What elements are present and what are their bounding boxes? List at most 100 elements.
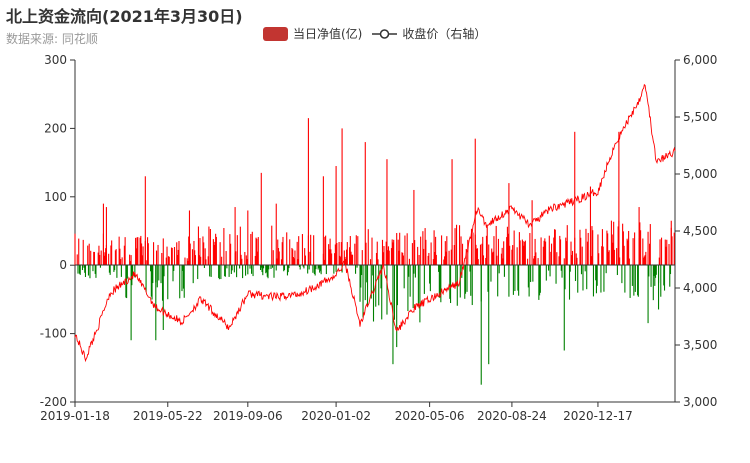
flow-bar <box>317 265 319 270</box>
legend-item-net-flow[interactable]: 当日净值(亿) <box>263 25 362 42</box>
flow-bar <box>236 235 238 266</box>
flow-bar <box>595 265 597 294</box>
flow-bar <box>472 232 474 266</box>
flow-bar <box>301 234 303 266</box>
flow-bar <box>372 265 374 276</box>
flow-spike-bar <box>130 265 132 341</box>
flow-bar <box>544 238 546 266</box>
flow-bar <box>78 238 80 266</box>
flow-bar <box>360 265 362 288</box>
y-right-tick-label: 5,500 <box>683 110 717 124</box>
flow-bar <box>529 233 531 266</box>
flow-bar <box>422 231 424 266</box>
flow-bar <box>673 232 675 266</box>
flow-bar <box>471 265 473 306</box>
flow-bar <box>230 243 232 266</box>
flow-bar <box>542 246 544 266</box>
flow-bar <box>142 246 144 266</box>
flow-bar <box>411 243 413 266</box>
flow-bar <box>669 265 671 287</box>
flow-bar <box>182 265 184 271</box>
flow-bar <box>538 265 540 300</box>
flow-spike-bar <box>234 207 236 266</box>
flow-bar <box>649 243 651 266</box>
flow-bar <box>592 265 595 297</box>
flow-bar <box>252 265 254 277</box>
flow-bar <box>94 265 96 274</box>
flow-bar <box>254 255 256 266</box>
flow-bar <box>135 237 137 266</box>
flow-bar <box>470 228 473 266</box>
flow-bar <box>402 252 404 266</box>
flow-bar <box>307 265 309 274</box>
flow-bar <box>511 249 513 266</box>
flow-bar <box>357 236 359 266</box>
flow-bar <box>231 265 233 271</box>
flow-bar <box>540 237 542 266</box>
flow-spike-bar <box>531 200 533 266</box>
flow-bar <box>601 229 603 266</box>
flow-bar <box>548 235 550 266</box>
flow-bar <box>637 265 639 296</box>
flow-bar <box>533 255 535 266</box>
flow-bar <box>366 265 368 283</box>
flow-bar <box>240 254 242 266</box>
flow-bar <box>664 239 666 266</box>
flow-bar <box>545 265 547 281</box>
flow-bar <box>160 265 162 284</box>
flow-bar <box>193 240 195 266</box>
flow-bar <box>601 246 603 266</box>
flow-bar <box>124 237 126 266</box>
legend-item-close[interactable]: 收盘价（右轴） <box>372 25 486 42</box>
flow-bar <box>669 265 672 275</box>
flow-bar <box>469 265 471 272</box>
flow-spike-bar <box>508 183 510 266</box>
flow-spike-bar <box>480 265 482 385</box>
flow-bar <box>591 226 593 266</box>
flow-bar <box>288 265 290 269</box>
flow-bar <box>423 248 425 266</box>
flow-bar <box>545 241 547 266</box>
flow-bar <box>408 265 410 277</box>
flow-spike-bar <box>638 207 640 266</box>
flow-bar <box>598 253 600 266</box>
flow-bar <box>497 265 499 297</box>
flow-bar <box>506 237 508 266</box>
flow-spike-bar <box>451 159 453 266</box>
flow-bar <box>554 229 556 266</box>
flow-bar <box>221 256 223 266</box>
flow-spike-bar <box>563 265 565 351</box>
flow-bar <box>204 248 206 266</box>
flow-bar <box>408 258 410 266</box>
flow-bar <box>136 237 138 266</box>
flow-bar <box>631 265 633 286</box>
flow-spike-bar <box>307 118 309 266</box>
flow-bar <box>596 265 598 286</box>
flow-bar <box>77 265 79 274</box>
flow-bar <box>209 265 211 277</box>
flow-bar <box>393 239 395 266</box>
flow-bar <box>313 235 315 266</box>
flow-bar <box>476 248 478 266</box>
flow-bar <box>523 245 525 266</box>
flow-bar <box>454 228 456 266</box>
flow-bar <box>571 255 573 266</box>
flow-bar <box>566 225 568 266</box>
flow-bar <box>383 246 385 266</box>
flow-bar <box>425 239 427 266</box>
flow-bar <box>533 258 535 266</box>
flow-bar <box>108 265 110 273</box>
flow-bar <box>449 265 451 299</box>
flow-bar <box>607 233 609 266</box>
flow-spike-bar <box>386 159 388 266</box>
chart-subtitle: 数据来源: 同花顺 <box>6 32 98 46</box>
flow-bar <box>87 265 90 276</box>
flow-bar <box>118 236 120 266</box>
flow-bar <box>633 265 635 296</box>
flow-bar <box>224 265 226 277</box>
flow-bar <box>179 265 181 299</box>
flow-bar <box>556 252 558 266</box>
flow-bar <box>450 265 452 304</box>
flow-bar <box>550 251 552 266</box>
